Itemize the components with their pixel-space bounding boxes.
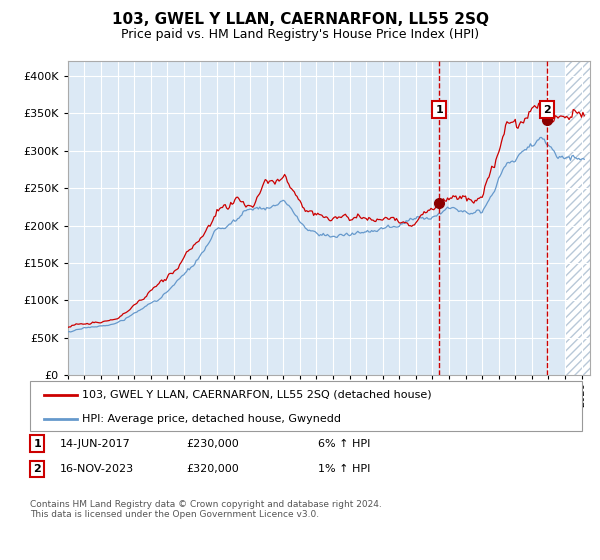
Text: 2: 2 (543, 105, 551, 115)
Text: 14-JUN-2017: 14-JUN-2017 (60, 438, 131, 449)
FancyBboxPatch shape (30, 381, 582, 431)
Text: 16-NOV-2023: 16-NOV-2023 (60, 464, 134, 474)
Text: 1: 1 (436, 105, 443, 115)
Text: Contains HM Land Registry data © Crown copyright and database right 2024.
This d: Contains HM Land Registry data © Crown c… (30, 500, 382, 519)
Text: £230,000: £230,000 (186, 438, 239, 449)
Text: Price paid vs. HM Land Registry's House Price Index (HPI): Price paid vs. HM Land Registry's House … (121, 28, 479, 41)
Text: 1: 1 (34, 438, 41, 449)
Text: 6% ↑ HPI: 6% ↑ HPI (318, 438, 370, 449)
Text: HPI: Average price, detached house, Gwynedd: HPI: Average price, detached house, Gwyn… (82, 414, 341, 423)
Text: 1% ↑ HPI: 1% ↑ HPI (318, 464, 370, 474)
Text: 103, GWEL Y LLAN, CAERNARFON, LL55 2SQ: 103, GWEL Y LLAN, CAERNARFON, LL55 2SQ (112, 12, 488, 27)
Text: 103, GWEL Y LLAN, CAERNARFON, LL55 2SQ (detached house): 103, GWEL Y LLAN, CAERNARFON, LL55 2SQ (… (82, 390, 432, 400)
Text: £320,000: £320,000 (186, 464, 239, 474)
Text: 2: 2 (34, 464, 41, 474)
